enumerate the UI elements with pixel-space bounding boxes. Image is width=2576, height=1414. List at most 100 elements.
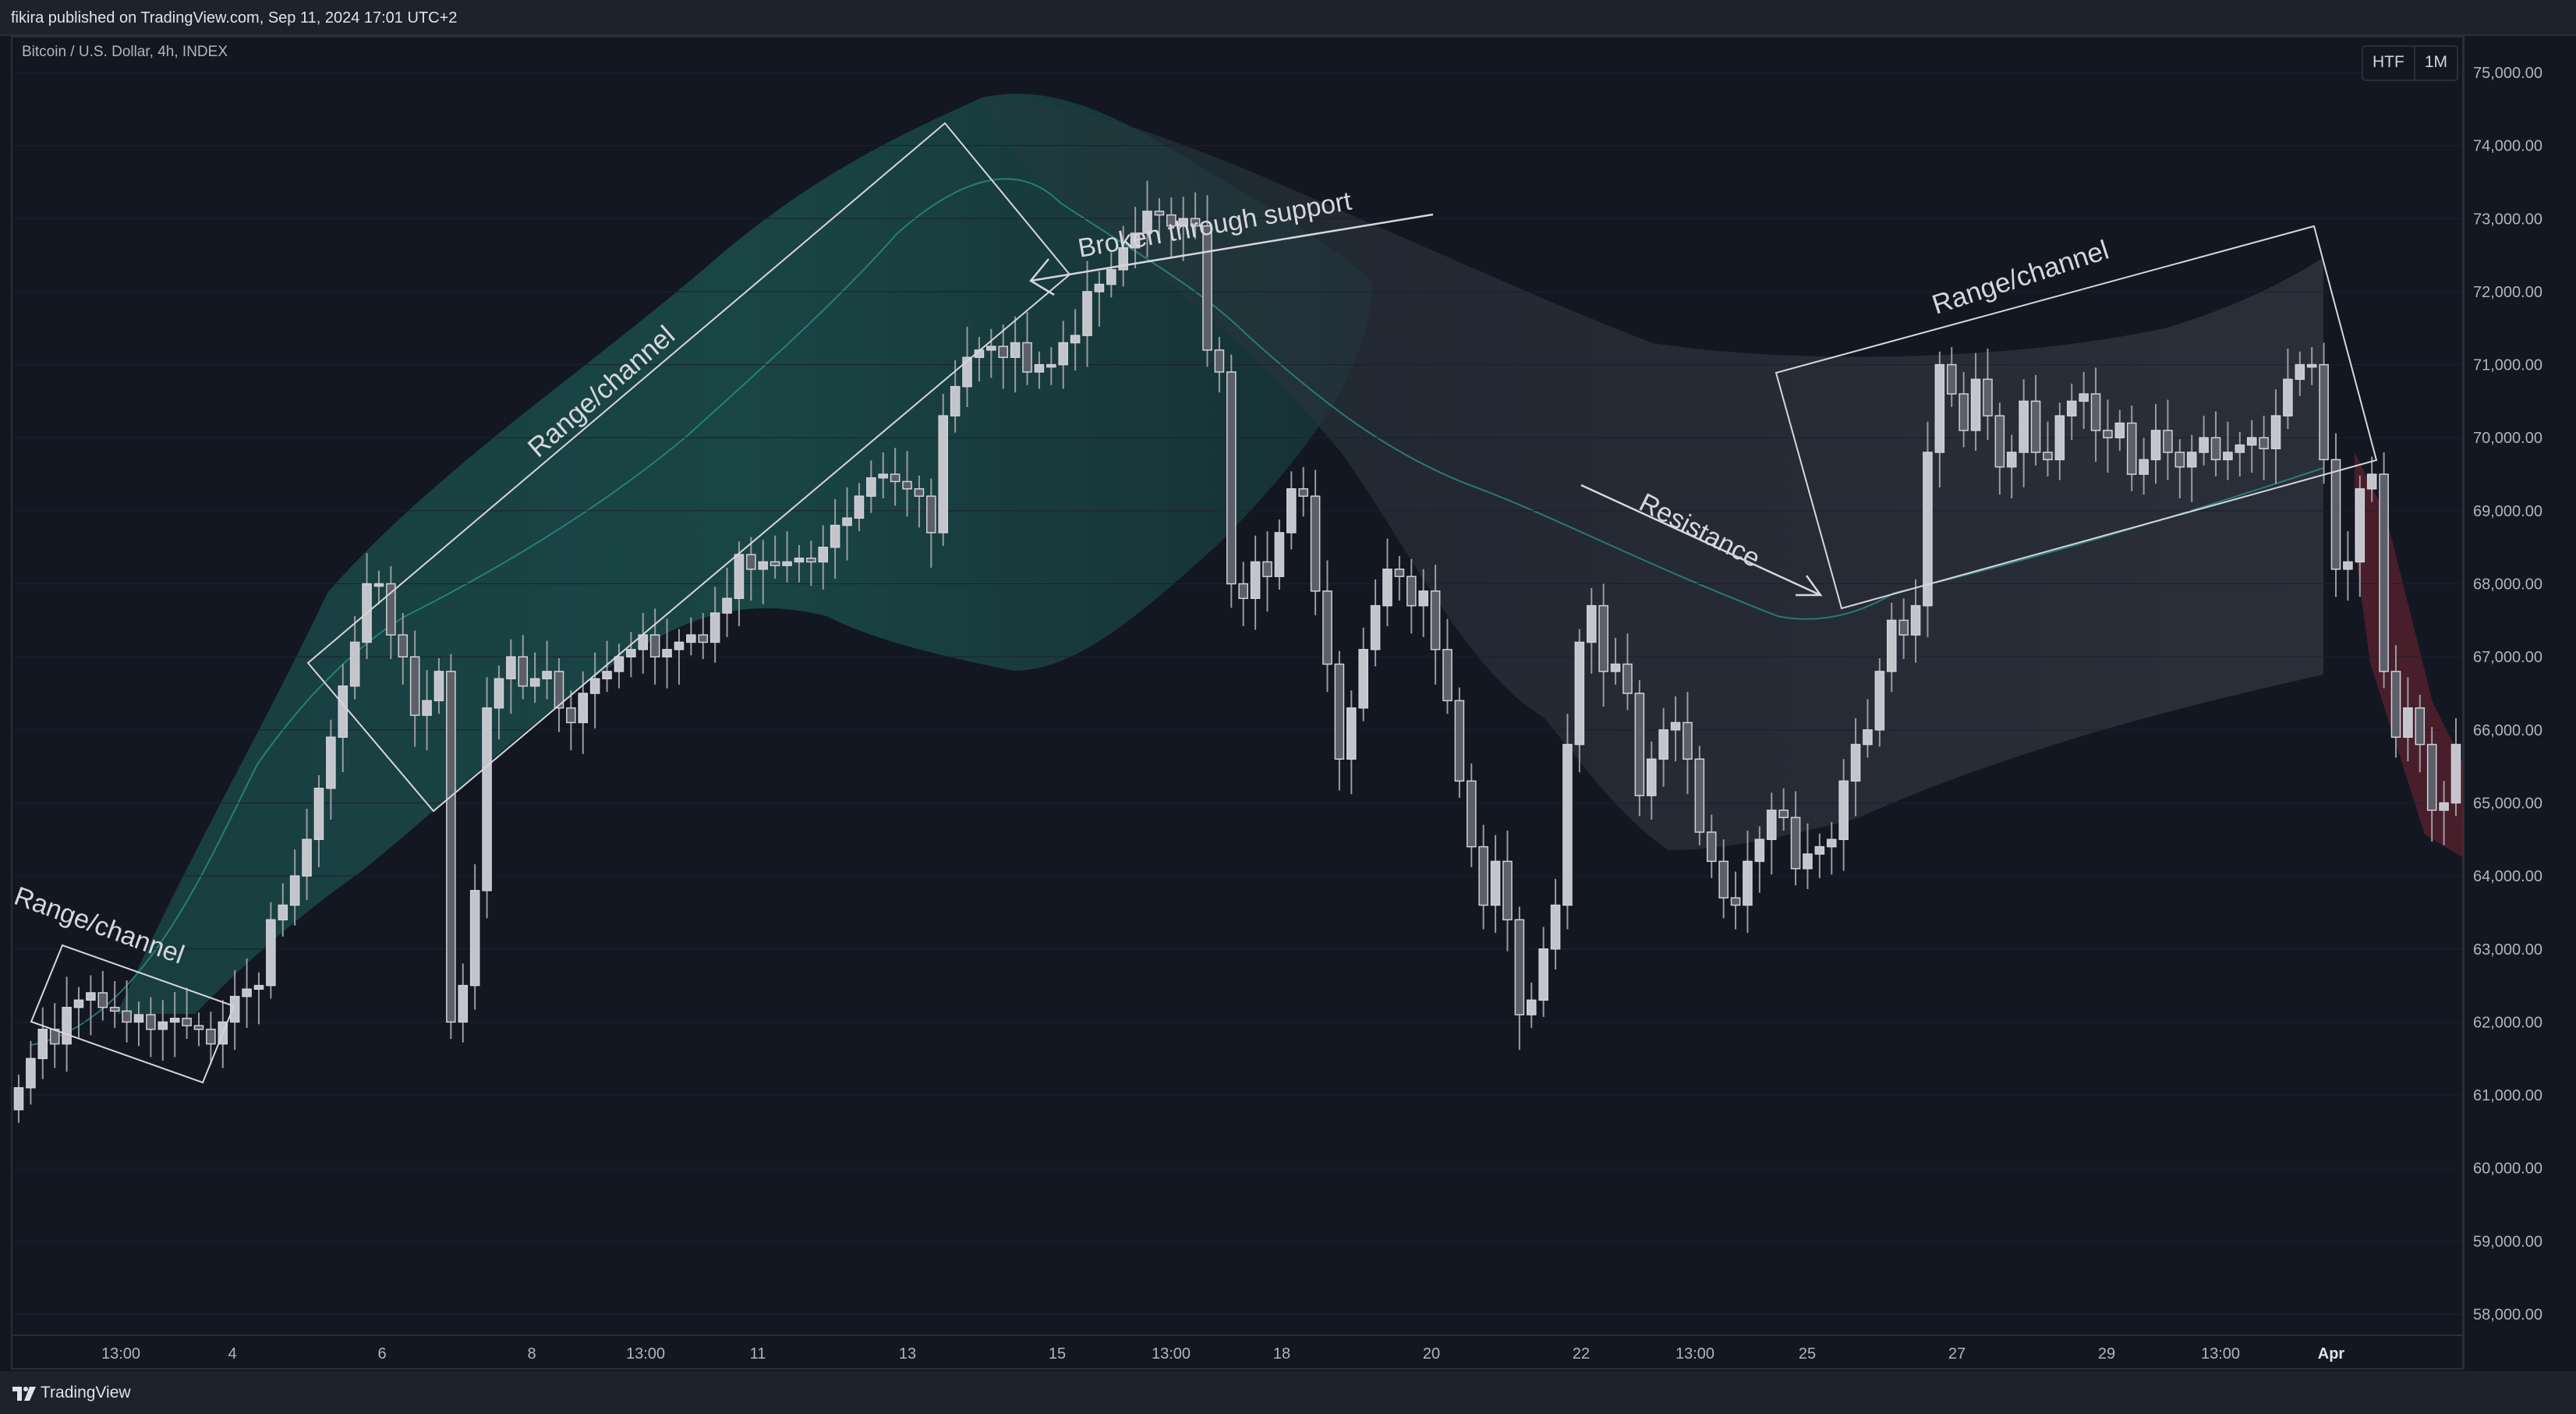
timeframe-selector[interactable]: HTF 1M <box>2362 45 2459 81</box>
candle <box>1262 531 1272 612</box>
candle <box>1658 707 1668 787</box>
candle <box>1790 791 1801 886</box>
candle <box>62 976 72 1072</box>
candle <box>1826 821 1837 875</box>
candle <box>1178 197 1188 261</box>
candle <box>938 394 949 546</box>
candle <box>1910 579 1921 663</box>
candle <box>1286 471 1297 550</box>
candle <box>1838 759 1849 871</box>
candle <box>349 615 360 700</box>
candle <box>2030 374 2041 466</box>
htf-button[interactable]: HTF <box>2373 53 2404 71</box>
channel-box-3 <box>1775 225 2378 610</box>
candles-layer <box>13 180 2461 1123</box>
y-tick-label: 74,000.00 <box>2473 138 2542 155</box>
candle <box>2439 781 2449 845</box>
candle <box>1118 225 1129 287</box>
candle <box>1346 690 1357 795</box>
candle <box>1490 835 1501 934</box>
candle <box>1634 680 1645 817</box>
ma-line <box>30 178 2324 1046</box>
candle <box>2150 404 2161 484</box>
candle <box>1538 927 1548 1017</box>
price-axis[interactable]: 75,000.00 74,000.00 73,000.00 72,000.00 71,0… <box>2463 36 2576 1370</box>
candle <box>1154 198 1165 243</box>
tradingview-logo-icon <box>12 1387 36 1401</box>
candle <box>409 630 420 747</box>
candle <box>1646 741 1657 820</box>
y-tick-label: 69,000.00 <box>2473 503 2542 520</box>
candle <box>926 478 936 568</box>
candle <box>2186 434 2197 502</box>
candle <box>2126 406 2137 491</box>
candle <box>326 719 336 820</box>
candle <box>1046 347 1056 385</box>
candle <box>649 608 660 685</box>
candle <box>433 658 444 714</box>
candle <box>1886 602 1897 693</box>
candle <box>182 987 192 1039</box>
candle <box>373 570 384 604</box>
candle <box>1478 824 1488 930</box>
y-tick-label: 72,000.00 <box>2473 284 2542 301</box>
candle <box>2163 399 2173 480</box>
candle <box>1850 718 1861 817</box>
candle <box>2114 409 2125 452</box>
candle <box>1994 402 2005 495</box>
candle <box>2103 399 2113 473</box>
candle <box>986 328 996 378</box>
candle <box>1250 535 1261 630</box>
candle <box>2366 456 2377 502</box>
y-tick-label: 63,000.00 <box>2473 941 2542 959</box>
candle <box>1094 271 1105 327</box>
candle <box>709 587 720 663</box>
candle <box>1983 348 1993 441</box>
grid-layer <box>12 72 2462 1315</box>
candle <box>950 360 961 433</box>
candle <box>26 1040 36 1105</box>
candle <box>1550 878 1561 969</box>
candle <box>1598 583 1608 707</box>
timeframe-button[interactable]: 1M <box>2413 47 2457 80</box>
x-tick-label: 4 <box>228 1345 236 1363</box>
candle <box>1970 353 1981 452</box>
x-tick-label: 15 <box>1049 1345 1066 1363</box>
publish-bar: fikira published on TradingView.com, Sep… <box>0 0 2576 36</box>
candle <box>1298 466 1308 517</box>
candle <box>278 883 288 937</box>
candle <box>2199 416 2209 466</box>
candle <box>2235 431 2245 477</box>
candle <box>1334 650 1345 791</box>
x-tick-label: 13:00 <box>1152 1345 1191 1363</box>
candle <box>289 849 300 926</box>
candle <box>302 808 312 901</box>
candle <box>890 448 901 506</box>
candle <box>1898 598 1909 659</box>
y-tick-label: 61,000.00 <box>2473 1087 2542 1104</box>
candle <box>1730 871 1741 930</box>
candle <box>1214 337 1225 393</box>
candle <box>482 677 492 919</box>
candle <box>193 1012 204 1047</box>
candle <box>386 566 396 659</box>
candle <box>37 1007 48 1079</box>
time-axis[interactable]: 13:00 4 6 8 13:00 11 13 15 13:00 18 20 22 13:00 25 27 2… <box>11 1334 2464 1363</box>
candle <box>758 540 769 604</box>
candle <box>1874 658 1885 747</box>
candle <box>458 963 469 1043</box>
candle <box>1106 252 1116 298</box>
candle <box>782 531 792 583</box>
x-tick-label: 13 <box>899 1345 916 1363</box>
candle <box>1238 562 1248 626</box>
candle <box>1034 351 1045 389</box>
candle <box>86 975 96 1036</box>
candle <box>494 665 504 739</box>
candle <box>1706 814 1717 878</box>
candle <box>1142 180 1152 257</box>
candle <box>1010 316 1021 393</box>
candle <box>1406 558 1417 634</box>
candle <box>998 324 1009 389</box>
candle <box>529 652 540 703</box>
